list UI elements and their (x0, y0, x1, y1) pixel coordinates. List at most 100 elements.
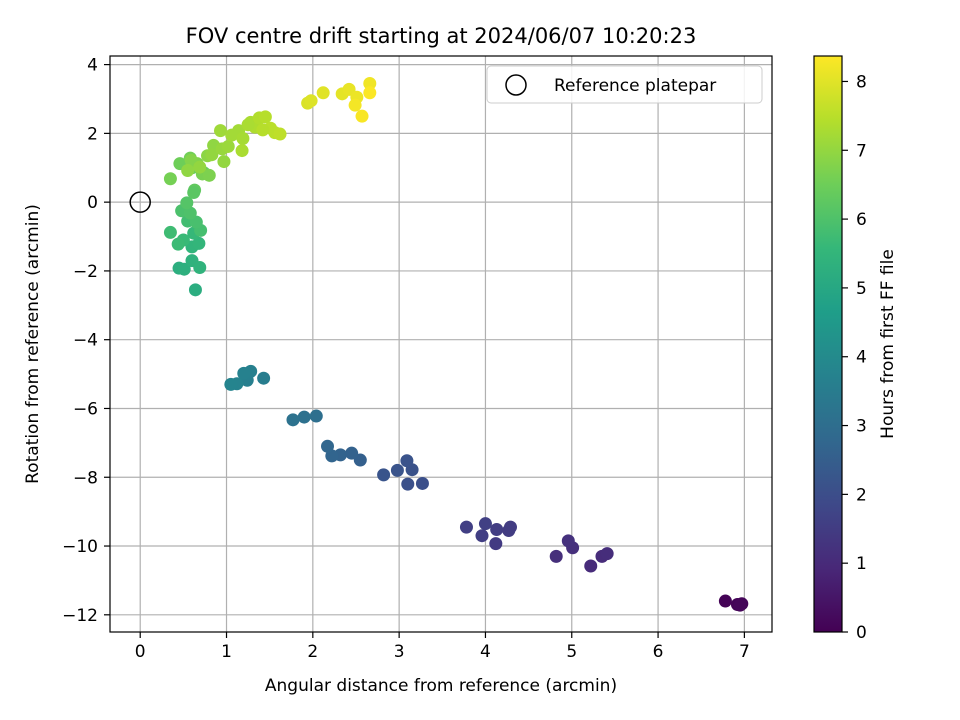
data-point (415, 476, 429, 490)
data-point (193, 260, 207, 274)
data-point (177, 262, 191, 276)
data-point (163, 172, 177, 186)
x-tick-label: 1 (221, 642, 232, 662)
data-point (202, 168, 216, 182)
colorbar-ticks: 0 1 2 3 4 5 6 7 8 (842, 72, 867, 643)
data-point (225, 128, 239, 142)
reference-point-layer (129, 191, 151, 213)
data-point (258, 110, 272, 124)
data-point (459, 520, 473, 534)
colorbar-gradient (814, 56, 842, 632)
data-point (273, 127, 287, 141)
legend-box (486, 65, 763, 104)
data-point (561, 534, 575, 548)
plot-frame (109, 55, 773, 633)
y-tick-label: −2 (73, 262, 98, 282)
colorbar-frame (813, 55, 843, 633)
data-point (187, 186, 201, 200)
chart-title: FOV centre drift starting at 2024/06/07 … (186, 24, 697, 48)
colorbar-tick-label: 1 (856, 554, 867, 574)
data-point (193, 160, 207, 174)
x-axis-label: Angular distance from reference (arcmin) (265, 676, 617, 696)
y-tick-label: −4 (73, 331, 98, 351)
x-tick-label: 6 (653, 642, 664, 662)
y-tick-label: 4 (87, 56, 98, 76)
colorbar-tick-label: 8 (856, 72, 867, 92)
data-point (718, 594, 732, 608)
reference-point (129, 191, 151, 213)
data-point (221, 139, 235, 153)
y-tick-label: −12 (62, 606, 98, 626)
data-point (235, 144, 249, 158)
legend: Reference platepar (486, 65, 763, 104)
y-tick-label: −10 (62, 537, 98, 557)
data-point (183, 206, 197, 220)
data-point (490, 523, 504, 537)
data-point (309, 409, 323, 423)
colorbar-tick-label: 5 (856, 279, 867, 299)
data-point (377, 468, 391, 482)
data-point (503, 520, 517, 534)
data-point (188, 283, 202, 297)
data-point (400, 454, 414, 468)
x-tick-label: 2 (307, 642, 318, 662)
x-axis-ticks: 0 1 2 3 4 5 6 7 (135, 632, 750, 662)
x-tick-label: 5 (566, 642, 577, 662)
y-tick-label: −8 (73, 468, 98, 488)
data-point (181, 164, 195, 178)
data-point (256, 123, 270, 137)
colorbar-tick-label: 2 (856, 485, 867, 505)
colorbar-tick-label: 4 (856, 348, 867, 368)
data-point (224, 377, 238, 391)
data-point (355, 109, 369, 123)
y-tick-label: −6 (73, 399, 98, 419)
data-point (297, 410, 311, 424)
data-point (304, 94, 318, 108)
data-point (217, 155, 231, 169)
data-point (171, 237, 185, 251)
data-point (390, 463, 404, 477)
y-tick-label: 0 (87, 193, 98, 213)
data-point (286, 413, 300, 427)
x-tick-label: 7 (739, 642, 750, 662)
colorbar-tick-label: 7 (856, 141, 867, 161)
x-tick-label: 0 (135, 642, 146, 662)
data-point (489, 537, 503, 551)
y-axis-label: Rotation from reference (arcmin) (23, 204, 43, 484)
y-tick-label: 2 (87, 124, 98, 144)
legend-marker (505, 74, 527, 96)
data-point (478, 517, 492, 531)
data-points (163, 77, 749, 612)
data-point (584, 559, 598, 573)
colorbar-tick-label: 3 (856, 417, 867, 437)
data-point (348, 98, 362, 112)
data-point (163, 225, 177, 239)
x-tick-label: 4 (480, 642, 491, 662)
colorbar-label: Hours from first FF file (878, 249, 898, 439)
data-point (316, 86, 330, 100)
data-point (241, 118, 255, 132)
legend-label: Reference platepar (554, 76, 716, 96)
data-point (180, 196, 194, 210)
data-point (205, 148, 219, 162)
colorbar: 0 1 2 3 4 5 6 7 8 Hours from first FF file (813, 55, 898, 643)
data-point (321, 439, 335, 453)
grid-lines (110, 56, 772, 632)
data-point (475, 529, 489, 543)
data-point (363, 77, 377, 91)
data-point (345, 446, 359, 460)
data-point (363, 86, 377, 100)
data-point (192, 236, 206, 250)
data-point (237, 366, 251, 380)
x-tick-label: 3 (394, 642, 405, 662)
data-point (401, 477, 415, 491)
y-axis-ticks: 4 2 0 −2 −4 −6 −8 −10 −12 (62, 56, 110, 626)
data-point (733, 598, 747, 612)
data-point (236, 132, 250, 146)
colorbar-tick-label: 0 (856, 623, 867, 643)
data-point (213, 124, 227, 138)
data-point (600, 547, 614, 561)
data-point (549, 549, 563, 563)
data-point (257, 371, 271, 385)
